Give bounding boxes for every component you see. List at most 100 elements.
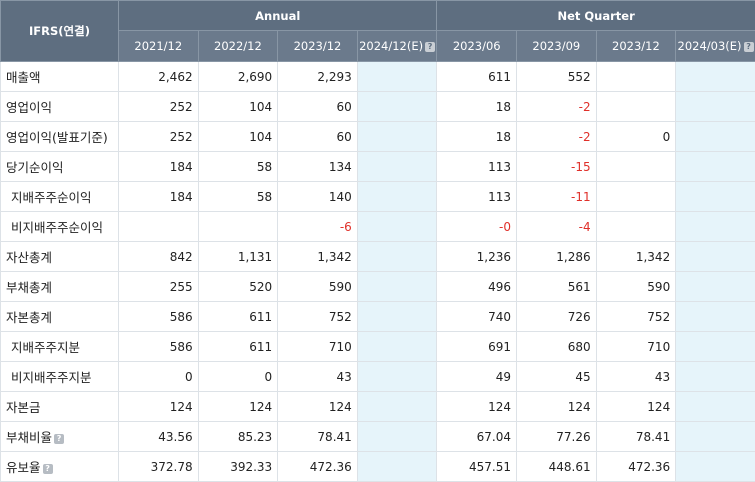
table-cell: 18 [436,91,518,122]
row-label-text: 당기순이익 [6,160,64,175]
table-row: 당기순이익 184 58 134 113 -15 [0,151,755,182]
table-cell: 1,236 [436,241,518,272]
table-cell: 586 [118,331,199,362]
table-row: 영업이익 252 104 60 18 -2 [0,91,755,122]
table-cell: -15 [516,151,597,182]
table-cell [356,151,438,182]
table-cell: 752 [595,301,677,332]
table-cell [595,61,677,92]
table-cell: 448.61 [516,451,597,482]
help-icon[interactable]: ? [425,41,436,52]
row-label-text: 매출액 [6,70,41,85]
table-cell [356,391,438,422]
table-cell: 58 [197,151,279,182]
row-label: 유보율? [0,451,119,482]
table-cell [675,361,755,392]
table-cell [356,421,438,452]
help-icon[interactable]: ? [743,41,754,52]
table-cell: 472.36 [277,451,358,482]
table-cell: 590 [595,271,677,302]
table-cell [197,211,279,242]
table-cell: 43.56 [118,421,199,452]
table-cell: 124 [118,391,199,422]
row-label: 영업이익 [0,91,119,122]
table-cell: 104 [197,121,279,152]
row-label-text: 영업이익(발표기준) [6,130,108,145]
table-cell: 457.51 [436,451,518,482]
table-cell: 124 [595,391,677,422]
table-cell: 611 [197,301,279,332]
table-cell [675,301,755,332]
table-cell: 561 [516,271,597,302]
table-cell: 752 [277,301,358,332]
table-cell: 392.33 [197,451,279,482]
table-row: 영업이익(발표기준) 252 104 60 18 -2 0 [0,121,755,152]
table-cell: 67.04 [436,421,518,452]
period-label: 2021/12 [134,39,183,53]
table-row: 비지배주주지분 0 0 43 49 45 43 [0,361,755,392]
table-cell [118,211,199,242]
table-row: 자산총계 842 1,131 1,342 1,236 1,286 1,342 [0,241,755,272]
table-cell: -6 [277,211,358,242]
row-label: 지배주주순이익 [0,181,119,212]
row-label: 비지배주주순이익 [0,211,119,242]
table-cell: 710 [277,331,358,362]
table-row: 지배주주순이익 184 58 140 113 -11 [0,181,755,212]
help-icon[interactable]: ? [42,463,53,474]
ifrs-corner-header: IFRS(연결) [0,0,119,62]
table-cell [595,151,677,182]
table-cell: 680 [516,331,597,362]
net-quarter-header: Net Quarter [436,0,755,31]
table-cell [356,301,438,332]
table-cell [356,211,438,242]
table-cell: 740 [436,301,518,332]
row-label: 당기순이익 [0,151,119,182]
table-cell [356,241,438,272]
table-cell: 252 [118,91,199,122]
table-cell: 78.41 [277,421,358,452]
table-cell: 85.23 [197,421,279,452]
table-cell [356,271,438,302]
row-label: 부채비율? [0,421,119,452]
annual-header: Annual [117,0,438,31]
table-cell [675,271,755,302]
row-label: 매출액 [0,61,119,92]
table-cell: 104 [197,91,279,122]
table-cell [356,121,438,152]
table-cell [675,421,755,452]
row-label-text: 비지배주주순이익 [11,220,104,235]
row-label: 자산총계 [0,241,119,272]
table-cell: 0 [595,121,677,152]
table-cell [675,211,755,242]
table-cell: 726 [516,301,597,332]
table-cell: 45 [516,361,597,392]
row-label-text: 비지배주주지분 [11,370,92,385]
table-cell: 1,342 [277,241,358,272]
table-cell: 18 [436,121,518,152]
table-cell [595,91,677,122]
row-label: 자본금 [0,391,119,422]
row-label-text: 영업이익 [6,100,53,115]
table-cell: 43 [595,361,677,392]
row-label-text: 부채총계 [6,280,53,295]
period-header: 2023/12 [277,30,358,62]
table-cell: 691 [436,331,518,362]
table-cell: 140 [277,181,358,212]
row-label-text: 지배주주순이익 [11,190,92,205]
row-label-text: 자산총계 [6,250,53,265]
table-cell: 113 [436,181,518,212]
table-cell: 472.36 [595,451,677,482]
table-cell: 552 [516,61,597,92]
table-cell: 1,286 [516,241,597,272]
row-label: 부채총계 [0,271,119,302]
row-label-text: 유보율 [6,460,41,475]
table-cell [675,151,755,182]
period-header: 2022/12 [197,30,279,62]
help-icon[interactable]: ? [54,433,65,444]
table-cell: 590 [277,271,358,302]
table-row: 자본금 124 124 124 124 124 124 [0,391,755,422]
table-row: 부채총계 255 520 590 496 561 590 [0,271,755,302]
table-cell [675,241,755,272]
period-header: 2024/03(E)? [675,30,755,62]
table-cell: -2 [516,91,597,122]
